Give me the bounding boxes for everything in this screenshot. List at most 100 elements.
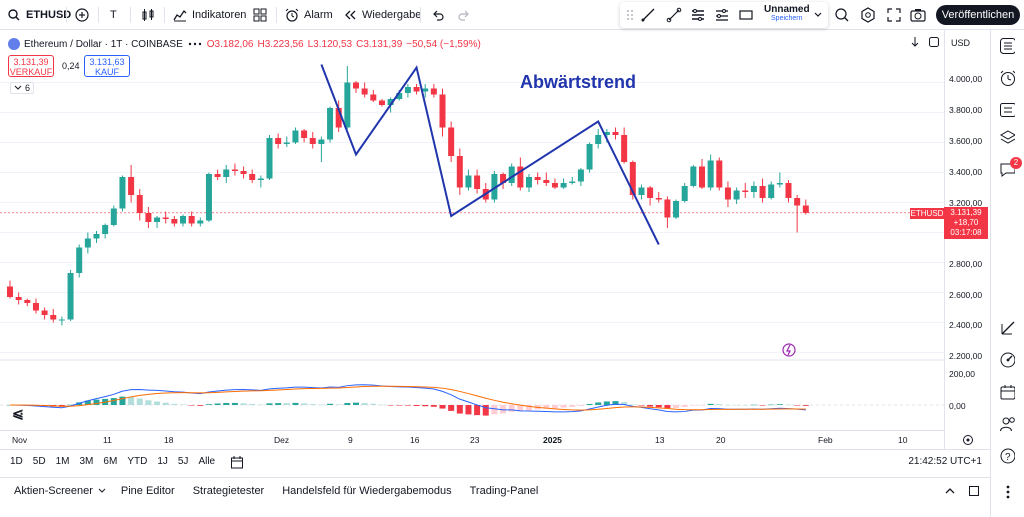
macd-histogram-bar <box>664 405 671 409</box>
chevron-down-icon[interactable] <box>810 7 826 23</box>
chart-pane[interactable]: ⩿ <box>0 30 944 425</box>
data-window-icon[interactable] <box>999 102 1015 118</box>
trend-annotation[interactable]: Abwärtstrend <box>520 72 637 92</box>
period-6m[interactable]: 6M <box>103 456 118 467</box>
layout-name: Unnamed <box>764 4 810 15</box>
layers-icon[interactable] <box>999 130 1015 146</box>
candle <box>673 201 680 218</box>
replay-button[interactable]: Wiedergabe <box>342 6 421 24</box>
symbol-search[interactable]: ETHUSD <box>6 6 71 24</box>
draw-tools-icon[interactable] <box>999 320 1015 336</box>
axis-settings-icon[interactable] <box>960 432 976 448</box>
period-3m[interactable]: 3M <box>79 456 94 467</box>
line-style-icon[interactable] <box>714 7 730 23</box>
time-axis[interactable]: Nov 11 18 Dez 9 16 23 2025 13 20 Feb 10 <box>0 430 944 448</box>
price-axis[interactable]: USD 4.000,00 3.800,00 3.600,00 3.400,00 3.20… <box>944 30 990 450</box>
macd-histogram-bar <box>309 404 316 405</box>
period-1j[interactable]: 1J <box>157 456 168 467</box>
period-alle[interactable]: Alle <box>198 456 216 467</box>
candle <box>551 183 558 188</box>
tab-stock-screener[interactable]: Aktien-Screener <box>14 484 93 497</box>
redo-button[interactable] <box>456 6 472 24</box>
candle <box>171 219 178 224</box>
macd-histogram-bar <box>162 402 169 405</box>
alerts-clock-icon[interactable] <box>999 70 1015 86</box>
alarm-button[interactable]: Alarm <box>284 6 333 24</box>
community-icon[interactable] <box>999 416 1015 432</box>
speedometer-icon[interactable] <box>999 352 1015 368</box>
replay-label: Wiedergabe <box>362 9 422 21</box>
period-ytd[interactable]: YTD <box>127 456 148 467</box>
macd-histogram-bar <box>240 403 247 405</box>
candle <box>76 247 83 273</box>
candle <box>136 195 143 213</box>
macd-histogram-bar <box>257 404 264 406</box>
price-chart[interactable]: ⩿ <box>0 30 944 425</box>
trend-line-icon[interactable] <box>666 7 682 23</box>
settings-icon[interactable] <box>860 7 876 23</box>
chevron-down-icon[interactable] <box>97 483 107 499</box>
alarm-clock-icon <box>284 7 300 23</box>
templates-button[interactable] <box>252 6 268 24</box>
chevron-up-icon[interactable] <box>942 483 958 499</box>
calendar-icon[interactable] <box>999 384 1015 400</box>
interval-button[interactable]: T <box>110 6 117 24</box>
period-1d[interactable]: 1D <box>10 456 23 467</box>
restore-icon[interactable] <box>926 34 942 50</box>
rectangle-icon[interactable] <box>738 7 754 23</box>
ohlc-open: O3.182,06 <box>206 38 254 50</box>
candle <box>378 100 385 105</box>
compare-button[interactable] <box>74 6 90 24</box>
price-tick-label: 2.200,00 <box>949 351 982 361</box>
period-5j[interactable]: 5J <box>177 456 189 467</box>
calendar-icon[interactable] <box>229 454 245 470</box>
right-sidebar: ? <box>990 30 1024 517</box>
macd-histogram-bar <box>699 405 705 406</box>
dots-icon[interactable] <box>187 36 203 52</box>
chat-icon[interactable] <box>999 162 1015 178</box>
search-icon <box>6 7 22 23</box>
period-1m[interactable]: 1M <box>55 456 70 467</box>
clock[interactable]: 21:42:52 UTC+1 <box>908 456 982 467</box>
tab-trading-panel[interactable]: Trading-Panel <box>469 484 539 497</box>
sell-button[interactable]: 3.131,39 VERKAUF <box>8 55 54 77</box>
pencil-icon[interactable] <box>640 7 656 23</box>
tab-strategy-tester[interactable]: Strategietester <box>192 484 265 497</box>
quick-search-icon[interactable] <box>834 7 850 23</box>
tab-pine-editor[interactable]: Pine Editor <box>120 484 175 497</box>
watchlist-icon[interactable] <box>999 38 1015 54</box>
indicators-button[interactable]: Indikatoren <box>172 6 246 24</box>
time-tick-label: 11 <box>103 435 112 445</box>
camera-icon[interactable] <box>910 7 926 23</box>
macd-histogram-bar <box>266 403 273 405</box>
layout-name-button[interactable]: Unnamed Speichern <box>764 4 810 22</box>
maximize-icon[interactable] <box>966 483 982 499</box>
more-dots-icon[interactable] <box>999 484 1015 500</box>
publish-button[interactable]: Veröffentlichen <box>936 5 1020 25</box>
macd-histogram-bar <box>629 404 636 405</box>
undo-button[interactable] <box>430 6 446 24</box>
ohlc-high: H3.223,56 <box>257 38 304 50</box>
time-tick-label: Nov <box>12 435 28 445</box>
time-axis-labels: Nov 11 18 Dez 9 16 23 2025 13 20 Feb 10 <box>12 435 908 445</box>
indicators-toggle[interactable]: 6 <box>10 82 35 94</box>
candle <box>58 319 65 321</box>
arrow-down-icon[interactable] <box>907 34 923 50</box>
macd-histogram-bar <box>378 404 385 406</box>
macd-histogram-bar <box>560 405 567 408</box>
buy-button[interactable]: 3.131,63 KAUF <box>84 55 130 77</box>
macd-histogram-bar <box>517 405 524 412</box>
line-width-icon[interactable] <box>690 7 706 23</box>
tab-replay-trading[interactable]: Handelsfeld für Wiedergabemodus <box>282 484 452 497</box>
top-toolbar: ETHUSD T Indikatoren Alarm <box>0 0 1024 30</box>
drag-handle-icon[interactable] <box>622 7 638 23</box>
current-change: +18,70 <box>953 218 979 227</box>
help-icon[interactable]: ? <box>999 448 1015 464</box>
fullscreen-icon[interactable] <box>886 7 902 23</box>
macd-histogram-bar <box>733 404 740 406</box>
chart-type-button[interactable] <box>140 6 156 24</box>
candle <box>776 183 783 185</box>
candle <box>249 174 256 180</box>
period-5d[interactable]: 5D <box>32 456 46 467</box>
separator <box>66 7 67 23</box>
